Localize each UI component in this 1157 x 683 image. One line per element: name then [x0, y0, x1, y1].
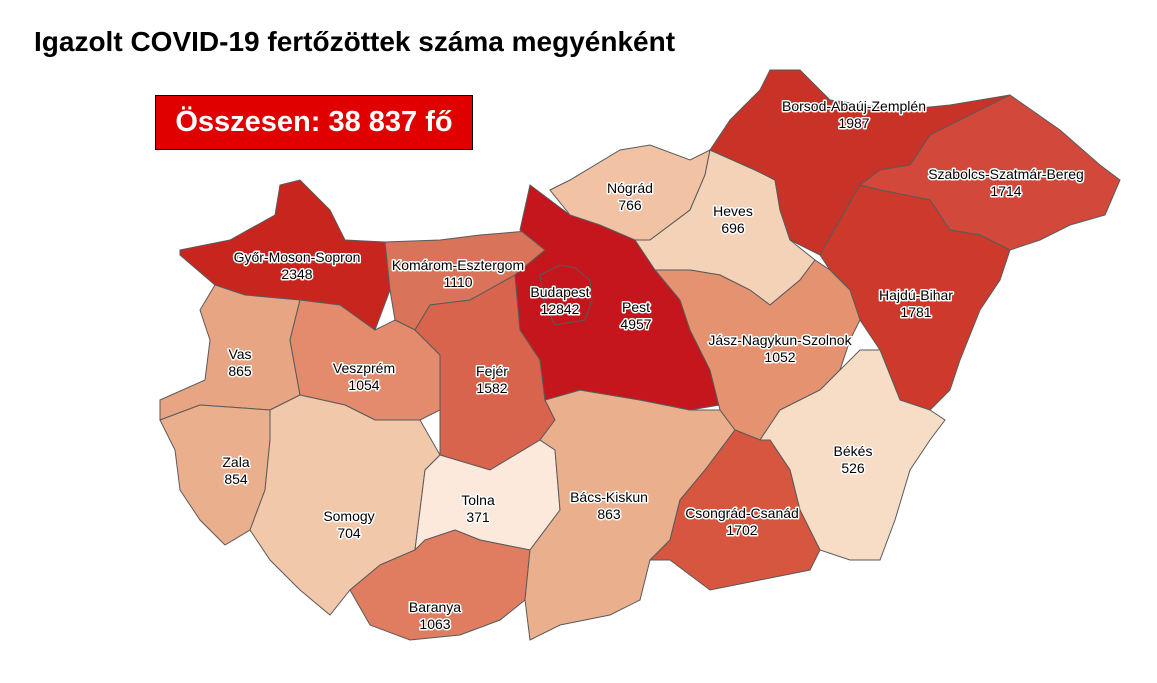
county-value: 854: [224, 471, 248, 487]
county-value: 1054: [348, 377, 379, 393]
county-name: Somogy: [323, 508, 374, 524]
county-label-nograd: Nógrád 766: [607, 180, 653, 213]
county-label-pest: Pest 4957: [620, 299, 651, 332]
county-name: Fejér: [476, 363, 508, 379]
county-label-bekes: Békés 526: [834, 443, 873, 476]
county-label-vas: Vas 865: [228, 346, 252, 379]
county-label-somogy: Somogy 704: [323, 508, 374, 541]
county-value: 696: [721, 220, 745, 236]
county-name: Szabolcs-Szatmár-Bereg: [928, 166, 1084, 182]
county-label-fejer: Fejér 1582: [476, 363, 508, 396]
county-label-baranya: Baranya 1063: [409, 599, 461, 632]
county-label-hajdu: Hajdú-Bihar 1781: [879, 287, 953, 320]
county-value: 1987: [838, 115, 869, 131]
county-name: Csongrád-Csanád: [685, 505, 799, 521]
county-value: 12842: [541, 301, 580, 317]
county-label-zala: Zala 854: [222, 454, 249, 487]
total-badge: Összesen: 38 837 fő: [155, 95, 473, 150]
county-value: 1052: [764, 349, 795, 365]
county-value: 1714: [990, 183, 1021, 199]
county-name: Győr-Moson-Sopron: [234, 249, 361, 265]
county-value: 1781: [900, 304, 931, 320]
county-name: Heves: [713, 203, 753, 219]
county-name: Bács-Kiskun: [570, 489, 648, 505]
county-label-bacs: Bács-Kiskun 863: [570, 489, 648, 522]
county-name: Budapest: [530, 284, 589, 300]
county-value: 1582: [476, 380, 507, 396]
county-value: 4957: [620, 316, 651, 332]
county-label-szabolcs: Szabolcs-Szatmár-Bereg 1714: [928, 166, 1084, 199]
county-label-borsod: Borsod-Abaúj-Zemplén 1987: [782, 98, 926, 131]
county-name: Tolna: [461, 492, 495, 508]
county-value: 766: [618, 197, 642, 213]
county-value: 371: [466, 509, 490, 525]
county-label-veszprem: Veszprém 1054: [333, 360, 395, 393]
county-baranya: [349, 529, 531, 641]
county-name: Jász-Nagykun-Szolnok: [708, 332, 852, 348]
county-label-csongrad: Csongrád-Csanád 1702: [685, 505, 799, 538]
county-csongrad: [648, 429, 821, 591]
county-name: Pest: [622, 299, 650, 315]
county-name: Békés: [834, 443, 873, 459]
county-name: Vas: [228, 346, 251, 362]
county-name: Borsod-Abaúj-Zemplén: [782, 98, 926, 114]
county-label-budapest: Budapest 12842: [530, 284, 589, 317]
county-name: Veszprém: [333, 360, 395, 376]
county-name: Hajdú-Bihar: [879, 287, 953, 303]
county-budapest: [539, 264, 593, 326]
county-label-jasz: Jász-Nagykun-Szolnok 1052: [708, 332, 852, 365]
county-value: 1110: [443, 274, 472, 290]
county-value: 1702: [726, 522, 757, 538]
county-value: 1063: [419, 616, 450, 632]
map-title: Igazolt COVID-19 fertőzöttek száma megyé…: [34, 26, 676, 57]
county-value: 863: [597, 506, 621, 522]
county-label-tolna: Tolna 371: [461, 492, 495, 525]
county-jasz: [653, 259, 861, 441]
county-value: 2348: [281, 266, 312, 282]
county-name: Baranya: [409, 599, 461, 615]
county-name: Nógrád: [607, 180, 653, 196]
county-value: 526: [841, 460, 865, 476]
county-label-heves: Heves 696: [713, 203, 753, 236]
county-name: Komárom-Esztergom: [392, 257, 524, 273]
county-name: Zala: [222, 454, 249, 470]
county-label-gyor: Győr-Moson-Sopron 2348: [234, 249, 361, 282]
county-value: 704: [337, 525, 361, 541]
county-label-komarom: Komárom-Esztergom 1110: [392, 257, 524, 290]
county-value: 865: [228, 363, 252, 379]
